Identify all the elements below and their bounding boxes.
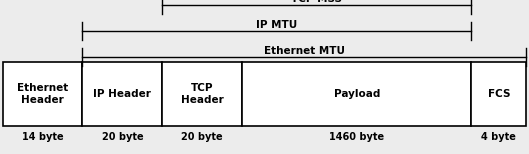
Text: 14 byte: 14 byte [22,132,63,142]
Bar [83,62,162,126]
Text: Ethernet
Header: Ethernet Header [17,83,68,105]
Text: 4 byte: 4 byte [481,132,516,142]
Text: FCS: FCS [488,89,510,99]
Text: 20 byte: 20 byte [181,132,223,142]
Bar [3,62,83,126]
Bar [471,62,526,126]
Text: TCP MSS: TCP MSS [291,0,342,4]
Text: IP MTU: IP MTU [257,20,298,30]
Bar [162,62,242,126]
Bar [242,62,471,126]
Text: Ethernet MTU: Ethernet MTU [264,46,345,56]
Text: 20 byte: 20 byte [102,132,143,142]
Text: TCP
Header: TCP Header [181,83,224,105]
Text: Payload: Payload [334,89,380,99]
Text: 1460 byte: 1460 byte [329,132,385,142]
Text: IP Header: IP Header [94,89,151,99]
